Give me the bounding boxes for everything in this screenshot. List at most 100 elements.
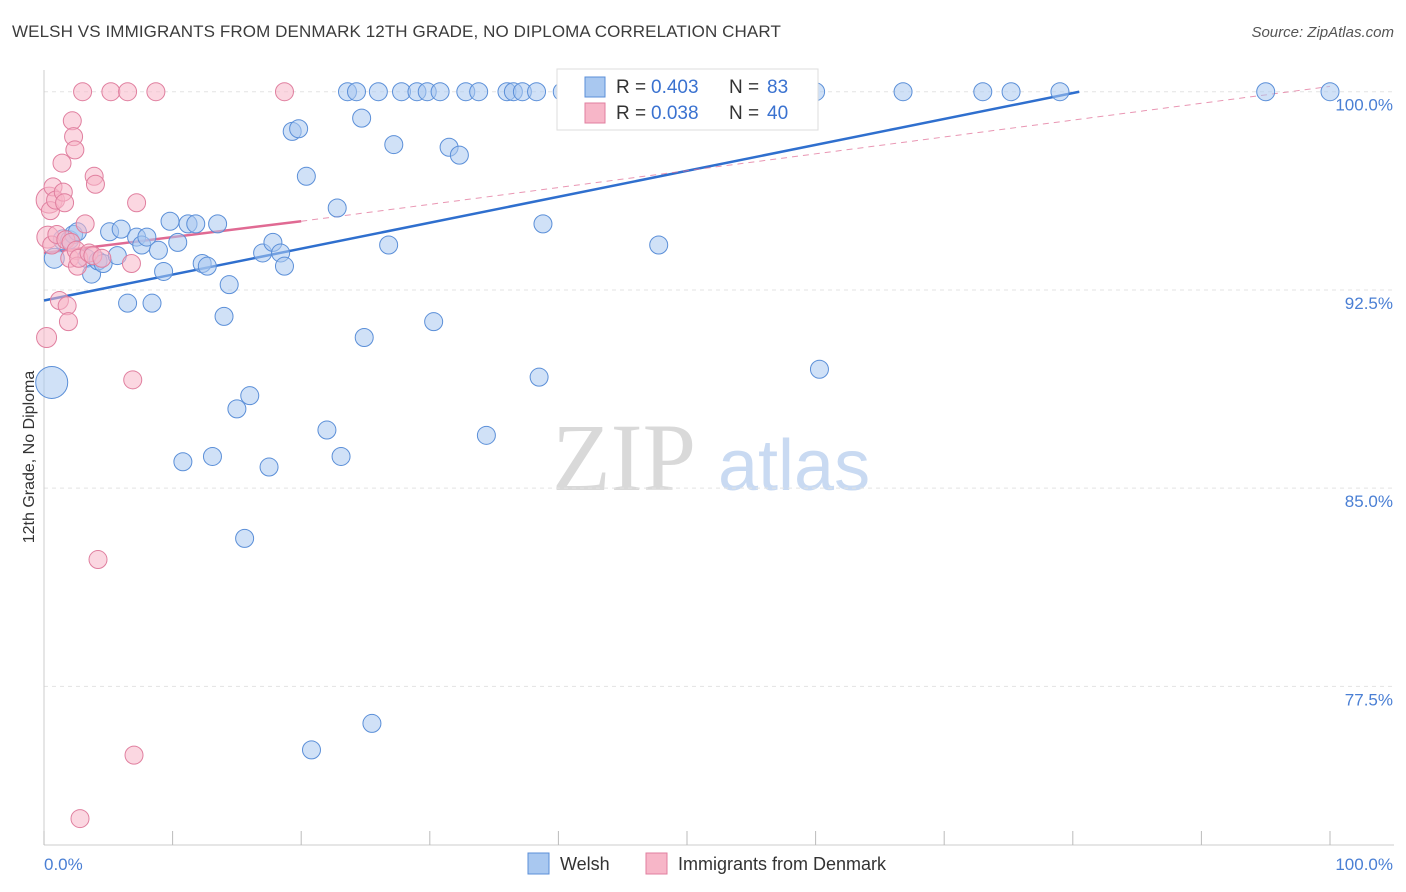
bottom-legend-swatch-denmark [645, 852, 668, 875]
welsh-point [354, 328, 374, 348]
y-axis-label: 12th Grade, No Diploma [21, 371, 38, 544]
legend-box: R = 0.403 N = 83 R = 0.038 N = 40 [556, 68, 819, 131]
welsh-point [296, 166, 316, 186]
welsh-point [379, 235, 399, 255]
denmark-point [124, 745, 144, 765]
welsh-point [173, 452, 193, 472]
welsh-point [1320, 82, 1340, 102]
bottom-legend: Welsh Immigrants from Denmark [527, 852, 887, 875]
welsh-point [214, 306, 234, 326]
welsh-point [208, 214, 228, 234]
welsh-point [352, 108, 372, 128]
welsh-point [240, 386, 260, 406]
welsh-point [154, 261, 174, 281]
welsh-point [973, 82, 993, 102]
legend-swatch-welsh [584, 76, 606, 98]
welsh-point [168, 232, 188, 252]
legend-n-value-welsh: 83 [767, 77, 788, 98]
welsh-point [274, 256, 294, 276]
welsh-point [202, 446, 222, 466]
x-tick-label-min: 0.0% [44, 855, 83, 874]
denmark-point [123, 370, 143, 390]
legend-r-label-denmark: R = [616, 103, 646, 124]
welsh-point [809, 359, 829, 379]
welsh-point [327, 198, 347, 218]
denmark-point [274, 82, 294, 102]
denmark-point [146, 82, 166, 102]
y-tick-label: 77.5% [1345, 690, 1393, 709]
welsh-point [197, 256, 217, 276]
denmark-point [62, 111, 82, 131]
denmark-trend-extension [301, 85, 1331, 222]
legend-n-label-welsh: N = [729, 77, 759, 98]
bottom-legend-label-denmark: Immigrants from Denmark [678, 854, 887, 874]
denmark-point [101, 82, 121, 102]
denmark-point [55, 193, 75, 213]
welsh-point [893, 82, 913, 102]
denmark-point [57, 296, 77, 316]
denmark-point [92, 248, 112, 268]
welsh-point [317, 420, 337, 440]
welsh-point [301, 740, 321, 760]
data-points [35, 82, 1340, 829]
welsh-point [1001, 82, 1021, 102]
welsh-point [1050, 82, 1070, 102]
welsh-point [259, 457, 279, 477]
welsh-point [160, 211, 180, 231]
welsh-point [289, 119, 309, 139]
denmark-point [118, 82, 138, 102]
welsh-point [384, 135, 404, 155]
denmark-point [88, 550, 108, 570]
bottom-legend-label-welsh: Welsh [560, 854, 610, 874]
welsh-point [527, 82, 547, 102]
welsh-point [111, 219, 131, 239]
welsh-point [227, 399, 247, 419]
welsh-point [137, 227, 157, 247]
denmark-point [121, 254, 141, 274]
welsh-point [469, 82, 489, 102]
denmark-point [70, 809, 90, 829]
welsh-point [186, 214, 206, 234]
legend-r-value-welsh: 0.403 [651, 77, 699, 98]
x-ticks [43, 831, 1331, 845]
denmark-point [52, 153, 72, 173]
welsh-point [118, 293, 138, 313]
welsh-point [476, 425, 496, 445]
welsh-point [430, 82, 450, 102]
bottom-legend-swatch-welsh [527, 852, 550, 875]
welsh-point [35, 365, 69, 399]
welsh-point [533, 214, 553, 234]
welsh-point [331, 446, 351, 466]
welsh-point [362, 713, 382, 733]
welsh-point [424, 312, 444, 332]
welsh-point [346, 82, 366, 102]
welsh-point [148, 240, 168, 260]
legend-n-value-denmark: 40 [767, 103, 788, 124]
legend-r-label-welsh: R = [616, 77, 646, 98]
watermark-atlas: atlas [718, 426, 870, 506]
y-tick-label: 100.0% [1335, 96, 1393, 115]
chart-title: WELSH VS IMMIGRANTS FROM DENMARK 12TH GR… [12, 22, 781, 41]
watermark-zip: ZIP [552, 404, 696, 511]
legend-n-label-denmark: N = [729, 103, 759, 124]
y-tick-label: 85.0% [1345, 492, 1393, 511]
denmark-point [73, 82, 93, 102]
legend-swatch-denmark [584, 102, 606, 124]
welsh-point [649, 235, 669, 255]
welsh-point [1256, 82, 1276, 102]
welsh-point [368, 82, 388, 102]
y-tick-label: 92.5% [1345, 294, 1393, 313]
welsh-point [219, 275, 239, 295]
x-tick-label-max: 100.0% [1335, 855, 1393, 874]
denmark-point [75, 214, 95, 234]
denmark-point [58, 312, 78, 332]
denmark-point [127, 193, 147, 213]
source-credit: Source: ZipAtlas.com [1251, 24, 1394, 41]
welsh-point [235, 528, 255, 548]
welsh-point [449, 145, 469, 165]
denmark-point [65, 140, 85, 160]
y-tick-labels: 100.0% 92.5% 85.0% 77.5% [1335, 96, 1393, 710]
denmark-point [36, 327, 58, 349]
denmark-point [85, 174, 105, 194]
